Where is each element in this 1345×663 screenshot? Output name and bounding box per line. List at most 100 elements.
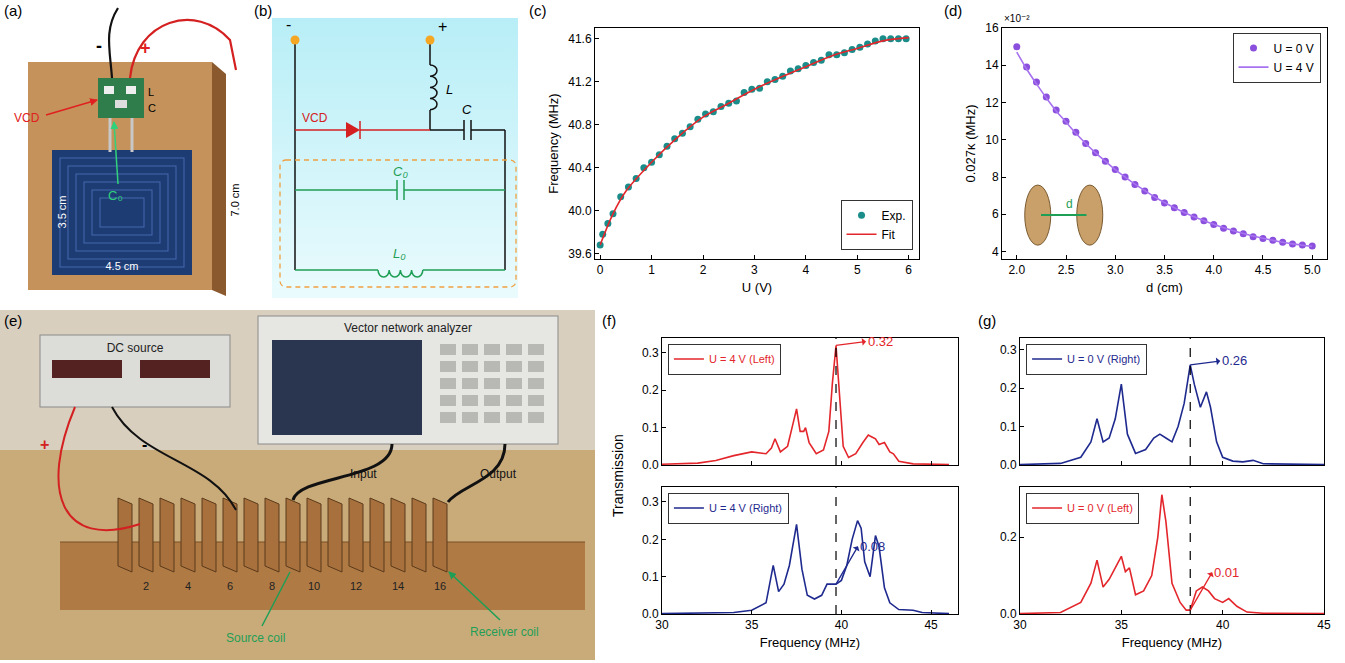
svg-text:0.32: 0.32 bbox=[868, 334, 893, 349]
svg-text:10: 10 bbox=[985, 133, 999, 147]
svg-text:0.0: 0.0 bbox=[1000, 607, 1017, 621]
svg-text:14: 14 bbox=[985, 58, 999, 72]
svg-text:3.5 cm: 3.5 cm bbox=[56, 195, 68, 228]
svg-text:35: 35 bbox=[1115, 618, 1129, 632]
svg-text:6: 6 bbox=[227, 580, 233, 592]
svg-text:+: + bbox=[40, 436, 49, 453]
svg-text:0.2: 0.2 bbox=[642, 533, 659, 547]
svg-text:Transmission: Transmission bbox=[610, 434, 626, 517]
svg-text:0.0: 0.0 bbox=[642, 458, 659, 472]
svg-text:Vector network analyzer: Vector network analyzer bbox=[344, 321, 472, 335]
svg-text:8: 8 bbox=[992, 170, 999, 184]
svg-text:U = 4 V (Right): U = 4 V (Right) bbox=[709, 502, 782, 514]
svg-text:40: 40 bbox=[1216, 618, 1230, 632]
svg-text:4: 4 bbox=[185, 580, 191, 592]
svg-text:-: - bbox=[142, 436, 147, 453]
svg-text:4: 4 bbox=[992, 245, 999, 259]
svg-text:L: L bbox=[446, 82, 453, 97]
svg-text:12: 12 bbox=[985, 96, 999, 110]
svg-text:0.01: 0.01 bbox=[1214, 565, 1239, 580]
svg-text:VCD: VCD bbox=[14, 111, 40, 125]
svg-text:Output: Output bbox=[480, 467, 517, 481]
svg-text:40: 40 bbox=[835, 618, 849, 632]
svg-text:-: - bbox=[286, 16, 291, 33]
svg-text:0: 0 bbox=[597, 263, 604, 277]
svg-text:40.0: 40.0 bbox=[568, 204, 592, 218]
svg-text:U = 4 V (Left): U = 4 V (Left) bbox=[709, 353, 775, 365]
svg-text:Source coil: Source coil bbox=[226, 631, 285, 645]
svg-text:Frequency (MHz): Frequency (MHz) bbox=[760, 635, 860, 650]
svg-text:+: + bbox=[438, 18, 447, 35]
svg-text:Frequency (MHz): Frequency (MHz) bbox=[546, 93, 561, 193]
svg-text:0.3: 0.3 bbox=[642, 346, 659, 360]
svg-text:5: 5 bbox=[854, 263, 861, 277]
svg-text:41.6: 41.6 bbox=[568, 32, 592, 46]
svg-text:3.0: 3.0 bbox=[1107, 263, 1124, 277]
svg-text:C₀: C₀ bbox=[393, 164, 408, 179]
svg-text:C: C bbox=[148, 102, 156, 114]
svg-text:4.5: 4.5 bbox=[1255, 263, 1272, 277]
svg-text:0.3: 0.3 bbox=[1000, 343, 1017, 357]
svg-text:C₀: C₀ bbox=[108, 188, 123, 203]
svg-text:6: 6 bbox=[992, 207, 999, 221]
svg-text:L₀: L₀ bbox=[393, 246, 406, 261]
svg-text:U = 0 V: U = 0 V bbox=[1274, 42, 1314, 56]
svg-text:39.6: 39.6 bbox=[568, 247, 592, 261]
svg-text:16: 16 bbox=[985, 21, 999, 35]
svg-text:+: + bbox=[140, 38, 151, 58]
svg-text:d: d bbox=[1066, 197, 1073, 211]
svg-text:3.5: 3.5 bbox=[1156, 263, 1173, 277]
svg-text:Exp.: Exp. bbox=[882, 209, 906, 223]
svg-text:1: 1 bbox=[648, 263, 655, 277]
svg-text:45: 45 bbox=[1317, 618, 1331, 632]
svg-text:12: 12 bbox=[350, 580, 362, 592]
svg-text:5.0: 5.0 bbox=[1304, 263, 1321, 277]
svg-text:0.26: 0.26 bbox=[1222, 353, 1247, 368]
svg-text:35: 35 bbox=[745, 618, 759, 632]
svg-text:C: C bbox=[462, 102, 472, 117]
svg-text:4.5 cm: 4.5 cm bbox=[105, 260, 138, 272]
svg-text:6: 6 bbox=[905, 263, 912, 277]
svg-text:8: 8 bbox=[269, 580, 275, 592]
svg-text:4: 4 bbox=[803, 263, 810, 277]
svg-text:-: - bbox=[96, 36, 102, 56]
svg-text:d (cm): d (cm) bbox=[1146, 280, 1183, 295]
svg-text:10: 10 bbox=[308, 580, 320, 592]
svg-text:U = 4 V: U = 4 V bbox=[1274, 61, 1314, 75]
svg-text:Receiver coil: Receiver coil bbox=[470, 625, 539, 639]
svg-text:41.2: 41.2 bbox=[568, 75, 592, 89]
svg-text:L: L bbox=[148, 86, 154, 98]
svg-text:2: 2 bbox=[700, 263, 707, 277]
svg-text:0.027κ (MHz): 0.027κ (MHz) bbox=[963, 104, 978, 182]
svg-text:0.3: 0.3 bbox=[642, 495, 659, 509]
svg-text:0.2: 0.2 bbox=[642, 383, 659, 397]
svg-text:U (V): U (V) bbox=[742, 280, 772, 295]
svg-text:16: 16 bbox=[434, 580, 446, 592]
svg-text:0.0: 0.0 bbox=[1000, 458, 1017, 472]
svg-text:2.5: 2.5 bbox=[1058, 263, 1075, 277]
svg-text:Frequency (MHz): Frequency (MHz) bbox=[1122, 635, 1222, 650]
svg-text:2: 2 bbox=[143, 580, 149, 592]
svg-text:2.0: 2.0 bbox=[1008, 263, 1025, 277]
svg-text:0.1: 0.1 bbox=[642, 570, 659, 584]
svg-text:0.1: 0.1 bbox=[1000, 420, 1017, 434]
svg-text:3: 3 bbox=[751, 263, 758, 277]
svg-text:U = 0 V (Left): U = 0 V (Left) bbox=[1067, 502, 1133, 514]
svg-text:45: 45 bbox=[924, 618, 938, 632]
svg-text:0.1: 0.1 bbox=[642, 421, 659, 435]
svg-text:VCD: VCD bbox=[302, 111, 328, 125]
svg-text:DC source: DC source bbox=[107, 341, 164, 355]
svg-text:U = 0 V (Right): U = 0 V (Right) bbox=[1067, 353, 1140, 365]
svg-text:0.2: 0.2 bbox=[1000, 381, 1017, 395]
svg-text:30: 30 bbox=[655, 618, 669, 632]
svg-text:0.0: 0.0 bbox=[642, 607, 659, 621]
svg-text:30: 30 bbox=[1013, 618, 1027, 632]
svg-text:14: 14 bbox=[392, 580, 404, 592]
svg-text:Input: Input bbox=[350, 467, 377, 481]
svg-text:0.2: 0.2 bbox=[1000, 530, 1017, 544]
svg-text:0.08: 0.08 bbox=[860, 539, 885, 554]
svg-text:×10⁻²: ×10⁻² bbox=[1004, 13, 1030, 24]
svg-text:Fit: Fit bbox=[882, 228, 896, 242]
svg-text:40.8: 40.8 bbox=[568, 118, 592, 132]
svg-text:7.0 cm: 7.0 cm bbox=[229, 183, 241, 216]
